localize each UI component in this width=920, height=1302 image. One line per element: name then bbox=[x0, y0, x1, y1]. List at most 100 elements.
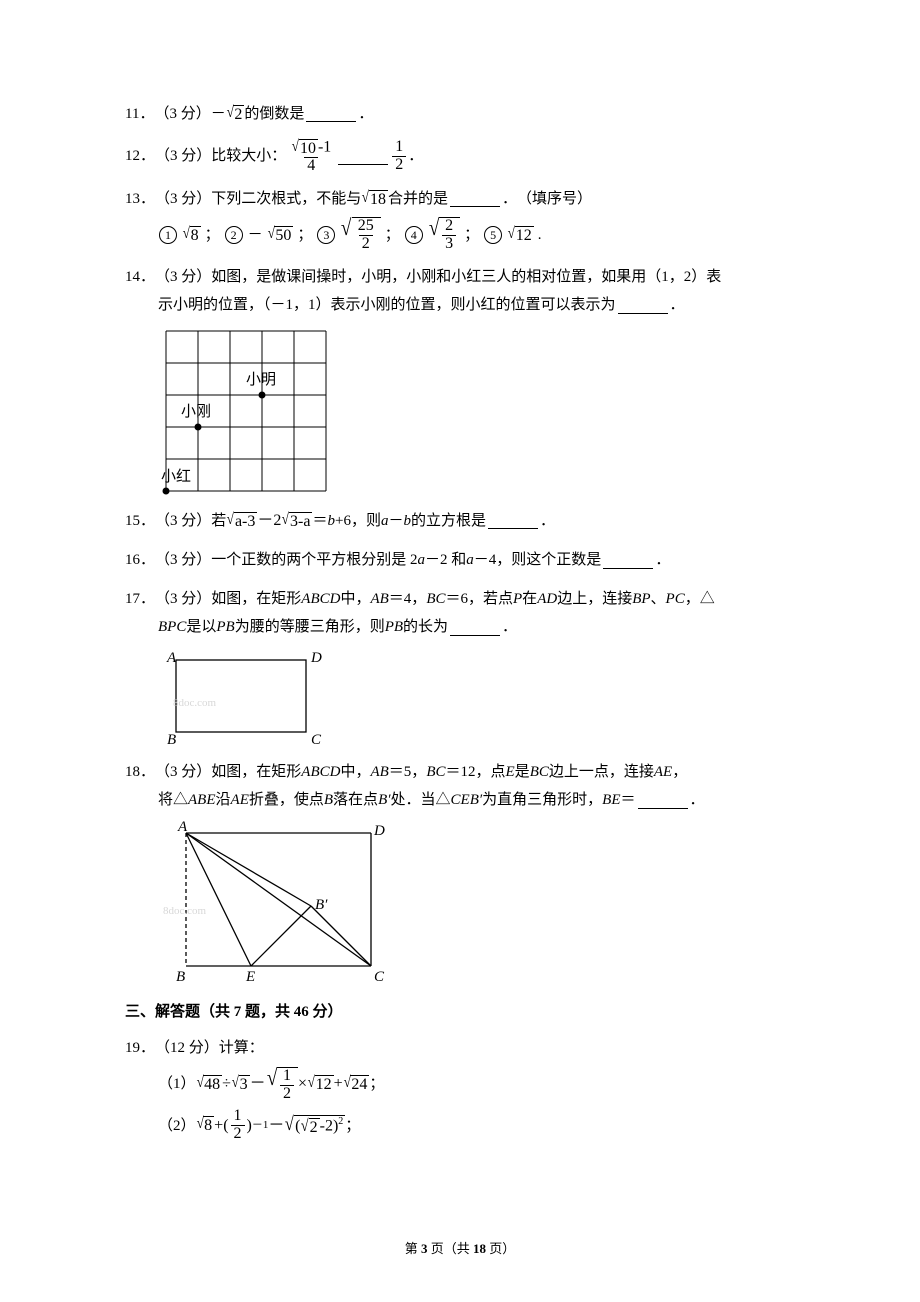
q-number: 11． bbox=[125, 100, 154, 129]
numerator: 1 bbox=[392, 139, 406, 156]
fraction: 1 2 bbox=[392, 139, 406, 174]
q-number: 15． bbox=[125, 507, 155, 536]
var: BP bbox=[632, 585, 650, 614]
sqrt: √2 bbox=[226, 105, 245, 124]
radicand: 8 bbox=[190, 226, 201, 245]
var: a bbox=[418, 546, 426, 575]
question-19: 19． （12 分）计算： （1） √48 ÷ √3 － √ 12 × √12 … bbox=[125, 1034, 795, 1143]
text: ． bbox=[670, 291, 685, 320]
figure-rect-17: 8doc.com A D B C bbox=[161, 648, 795, 748]
page: 11． （3 分） － √2 的倒数是 ． 12． （3 分）比较大小： √10… bbox=[0, 0, 920, 1302]
label-gang: 小刚 bbox=[181, 403, 211, 420]
part-label: （2） bbox=[158, 1112, 196, 1141]
blank[interactable] bbox=[603, 553, 653, 569]
sup: 2 bbox=[338, 1116, 343, 1127]
var: B bbox=[324, 786, 333, 815]
radicand: 12 bbox=[315, 1075, 334, 1094]
var: AE bbox=[654, 758, 672, 787]
text: －4，则这个正数是 bbox=[474, 546, 602, 575]
text: ． bbox=[540, 507, 555, 536]
blank[interactable] bbox=[450, 620, 500, 636]
radicand: 12 bbox=[515, 226, 534, 245]
svg-text:C: C bbox=[311, 732, 322, 748]
svg-text:B: B bbox=[176, 969, 185, 985]
blank[interactable] bbox=[306, 106, 356, 122]
svg-text:D: D bbox=[373, 823, 385, 839]
sqrt: √3-a bbox=[281, 512, 312, 531]
text: ； bbox=[369, 1070, 384, 1099]
svg-text:B′: B′ bbox=[315, 897, 328, 913]
blank[interactable] bbox=[450, 191, 500, 207]
blank[interactable] bbox=[488, 513, 538, 529]
page-total: 18 bbox=[473, 1241, 486, 1256]
label-ming: 小明 bbox=[246, 371, 276, 388]
q-number: 13． bbox=[125, 185, 155, 214]
var: P bbox=[513, 585, 522, 614]
var: b bbox=[403, 507, 411, 536]
radicand: 2 bbox=[233, 105, 244, 124]
text: 页） bbox=[486, 1241, 515, 1256]
text: 为腰的等腰三角形，则 bbox=[235, 613, 385, 642]
question-14: 14． （3 分）如图，是做课间操时，小明，小刚和小红三人的相对位置，如果用（1… bbox=[125, 263, 795, 496]
sup: －1 bbox=[252, 1115, 269, 1136]
fold-svg: A D B C E B′ bbox=[161, 821, 391, 986]
text: 中， bbox=[340, 758, 370, 787]
var: PB bbox=[216, 613, 234, 642]
op: ÷ bbox=[222, 1069, 231, 1099]
text: ＝6，若点 bbox=[445, 585, 513, 614]
blank[interactable] bbox=[638, 793, 688, 809]
blank[interactable] bbox=[338, 149, 388, 165]
var: BC bbox=[426, 758, 445, 787]
var: CEB′ bbox=[451, 786, 483, 815]
question-18: 18． （3 分）如图，在矩形 ABCD 中， AB ＝5， BC ＝12，点 … bbox=[125, 758, 795, 986]
var: AE bbox=[231, 786, 249, 815]
question-17: 17． （3 分）如图，在矩形 ABCD 中， AB ＝4， BC ＝6，若点 … bbox=[125, 585, 795, 748]
sqrt: √ 252 bbox=[340, 217, 380, 253]
text: ＝4， bbox=[389, 585, 427, 614]
text: ． bbox=[358, 100, 373, 129]
radicand: 10 bbox=[299, 139, 318, 158]
var: BC bbox=[426, 585, 445, 614]
page-footer: 第 3 页（共 18 页） bbox=[0, 1237, 920, 1262]
text: 页（共 bbox=[427, 1241, 473, 1256]
var: AD bbox=[537, 585, 557, 614]
question-11: 11． （3 分） － √2 的倒数是 ． bbox=[125, 100, 795, 129]
sqrt: √ 12 bbox=[266, 1067, 298, 1103]
svg-text:C: C bbox=[374, 969, 385, 985]
var: a bbox=[381, 507, 389, 536]
svg-text:E: E bbox=[245, 969, 255, 985]
var: BE bbox=[602, 786, 620, 815]
var: BPC bbox=[158, 613, 186, 642]
blank[interactable] bbox=[618, 298, 668, 314]
text: 示小明的位置，（－1，1）表示小刚的位置，则小红的位置可以表示为 bbox=[158, 291, 616, 320]
var: PC bbox=[666, 585, 685, 614]
q-number: 19． bbox=[125, 1034, 155, 1063]
op: +( bbox=[214, 1111, 228, 1141]
denominator: 3 bbox=[442, 235, 456, 253]
svg-text:B: B bbox=[167, 732, 176, 748]
q-points: （3 分）如图，在矩形 bbox=[155, 758, 301, 787]
option-marker-3: 3 bbox=[317, 226, 335, 244]
numerator: 25 bbox=[355, 218, 377, 235]
option-marker-1: 1 bbox=[159, 226, 177, 244]
text: 的倒数是 bbox=[244, 100, 304, 129]
text: ＝12，点 bbox=[445, 758, 505, 787]
sqrt: √48 bbox=[196, 1075, 223, 1094]
option-marker-2: 2 bbox=[225, 226, 243, 244]
op: － bbox=[250, 1069, 266, 1099]
q-points: （3 分）若 bbox=[155, 507, 226, 536]
text: 沿 bbox=[216, 786, 231, 815]
text: ； bbox=[345, 1112, 360, 1141]
label-hong: 小红 bbox=[161, 468, 191, 485]
radicand: 3-a bbox=[289, 512, 312, 531]
text: ＝ bbox=[621, 786, 636, 815]
text: ，△ bbox=[685, 585, 715, 614]
text: ． bbox=[502, 613, 517, 642]
figure-rect-18: 8doc.com A D B C E B′ bbox=[161, 821, 795, 986]
fraction: 12 bbox=[231, 1108, 245, 1143]
text: +6，则 bbox=[335, 507, 381, 536]
question-15: 15． （3 分）若 √a-3 －2 √3-a ＝ b +6，则 a － b 的… bbox=[125, 506, 795, 536]
var: ABCD bbox=[301, 758, 340, 787]
text: 第 bbox=[405, 1241, 421, 1256]
numerator: 1 bbox=[231, 1108, 245, 1125]
